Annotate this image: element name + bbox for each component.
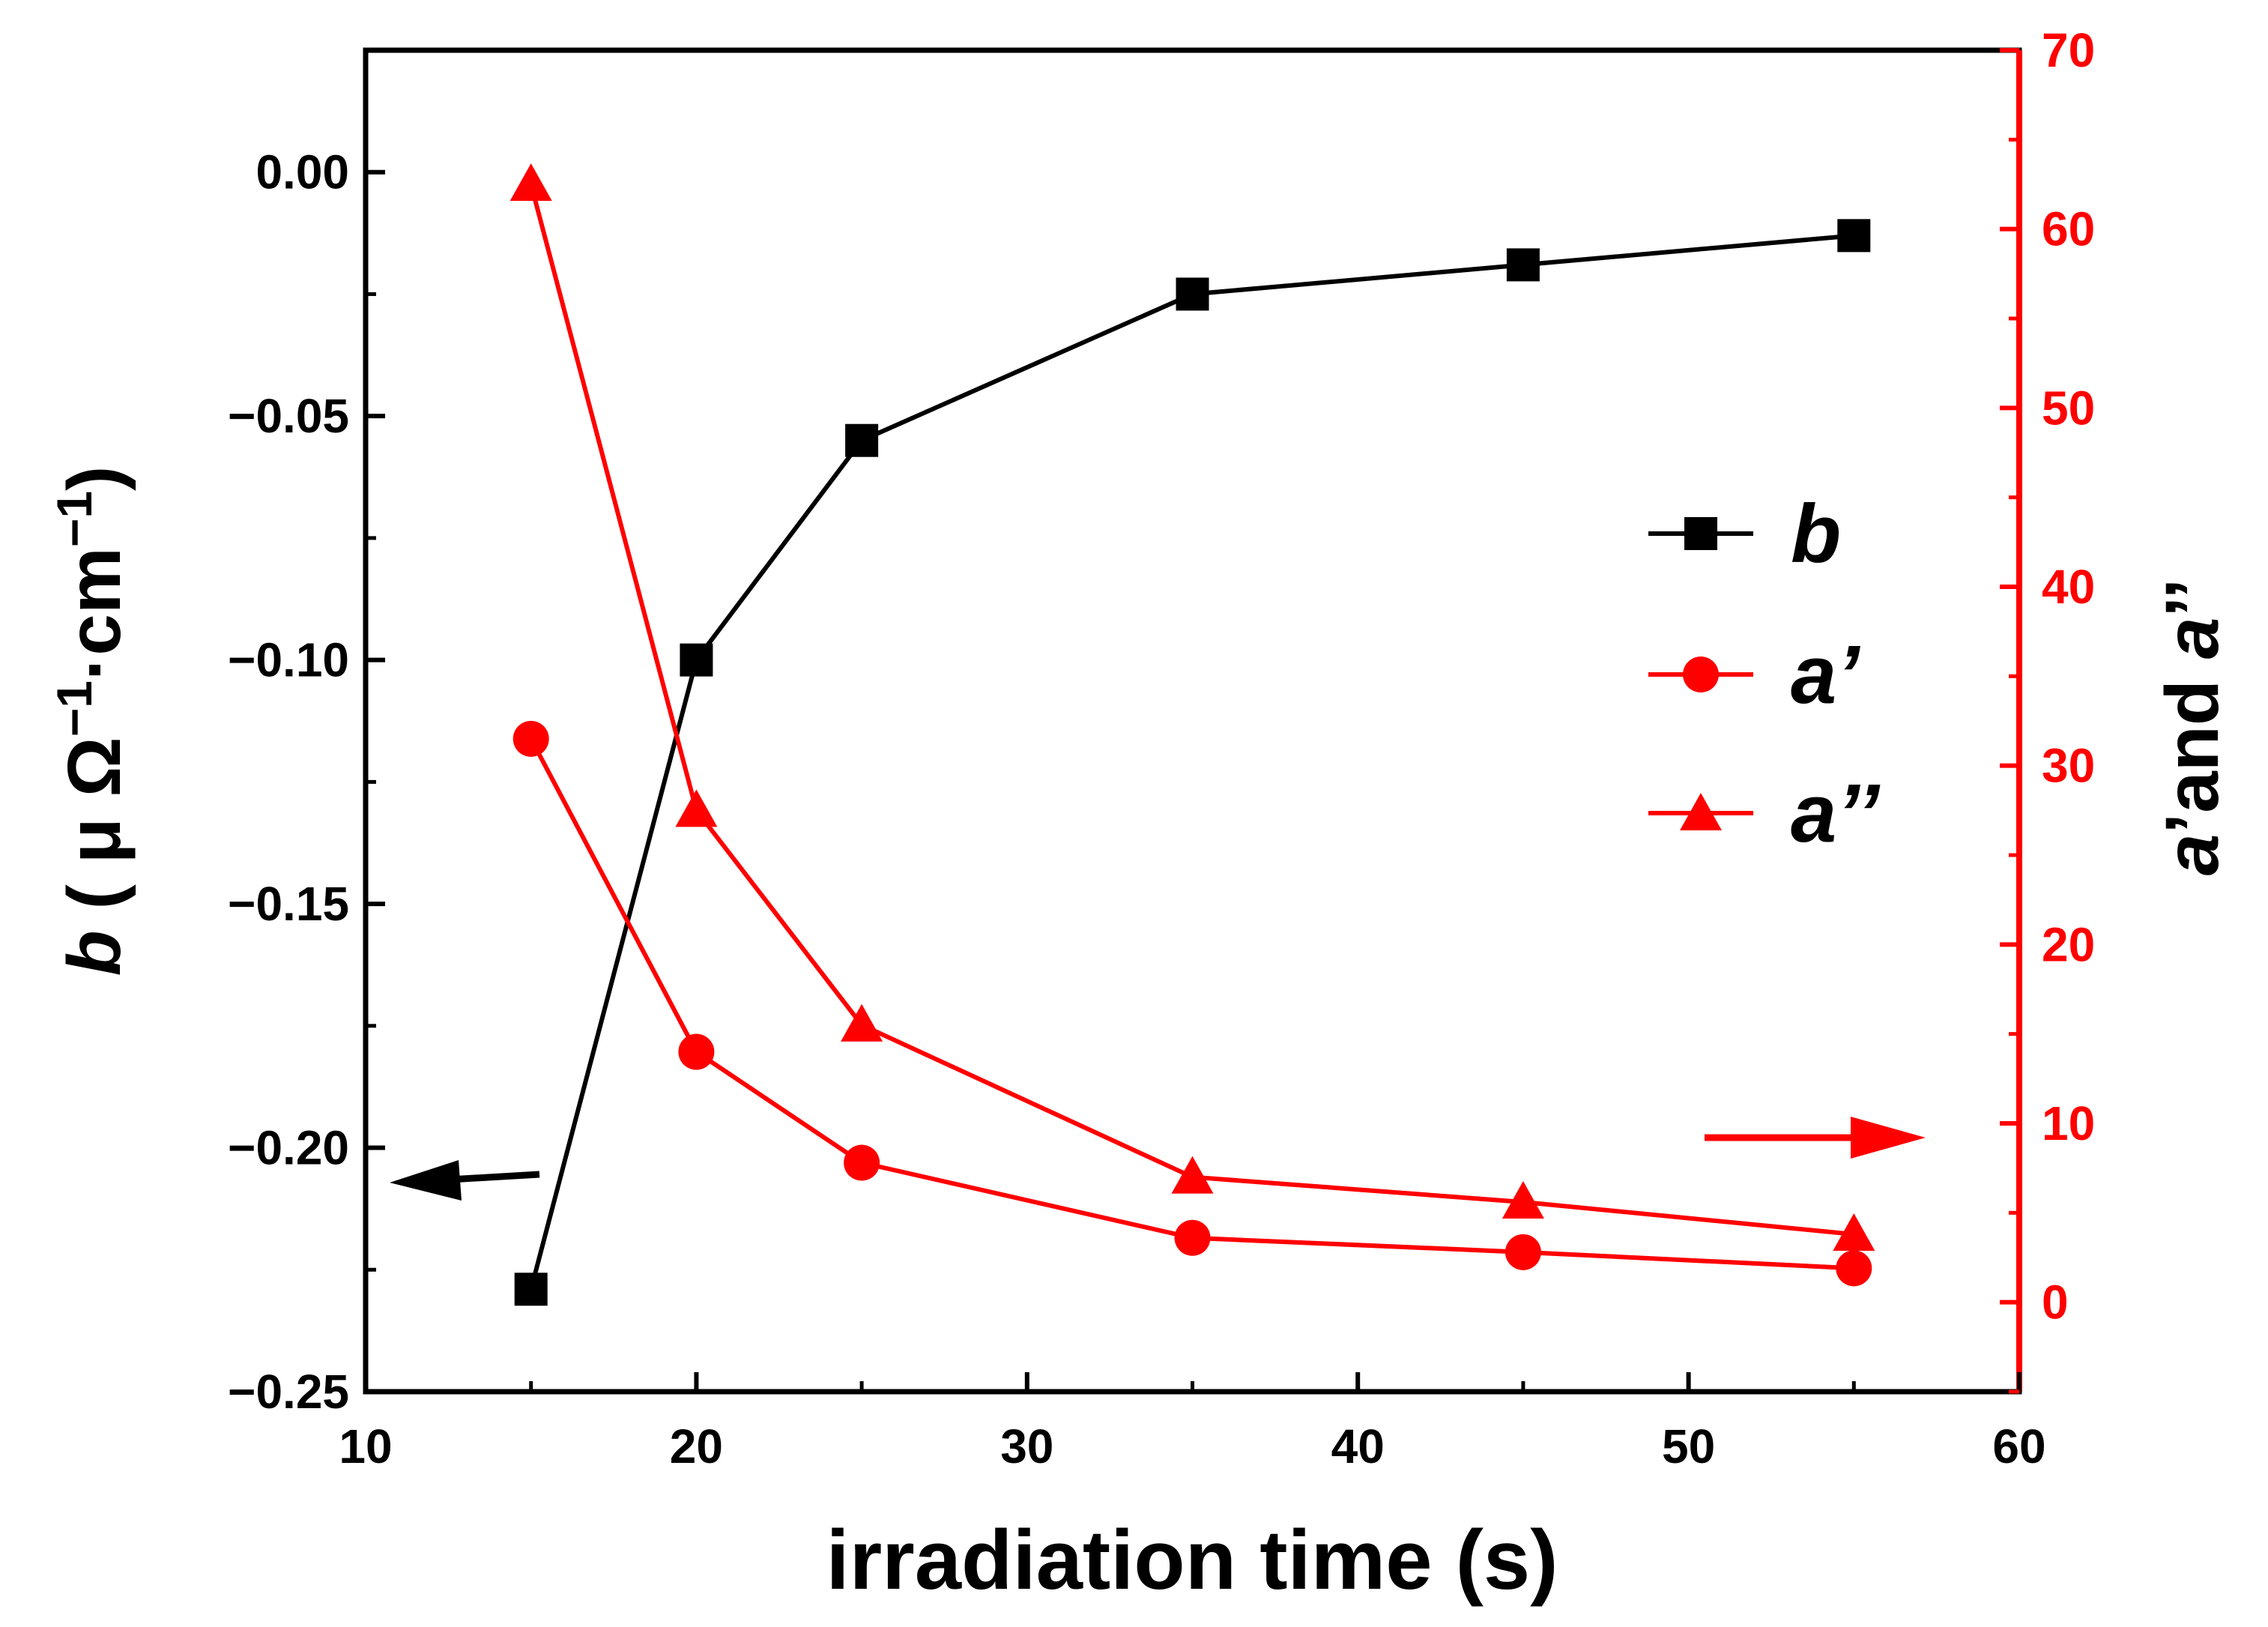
right-y-axis-title: a’and a’’: [2150, 579, 2234, 875]
legend-label-b: b: [1791, 488, 1841, 580]
data-point-square-3: [1176, 277, 1209, 311]
right-y-axis-title-part3: a: [2150, 618, 2234, 659]
data-point-square-2: [845, 423, 879, 457]
data-point-triangle-1: [675, 789, 718, 827]
left-y-axis-title-exp2: −1: [46, 491, 102, 547]
x-tick-label-10: 10: [339, 1419, 392, 1473]
data-point-circle-0: [512, 720, 549, 757]
data-point-circle-3: [1174, 1219, 1211, 1256]
right-y-tick-label: 20: [2042, 917, 2095, 971]
right-y-axis-title-part1: a: [2150, 834, 2234, 876]
x-tick-label-50: 50: [1662, 1419, 1715, 1473]
right-y-axis-title-part2: ’and: [2150, 659, 2234, 833]
left-y-tick-label: −0.15: [228, 877, 349, 931]
data-point-square-5: [1837, 219, 1871, 253]
data-point-circle-4: [1505, 1234, 1541, 1270]
series-line-0: [528, 233, 1854, 1291]
data-point-triangle-0: [509, 163, 552, 201]
legend: b a’ a’’: [1648, 488, 1881, 860]
series-a-prime: [512, 720, 1872, 1287]
data-point-square-0: [514, 1273, 548, 1306]
x-axis-title: irradiation time (s): [826, 1513, 1558, 1607]
right-axis-arrow: [1705, 1117, 1926, 1159]
right-y-tick-label: 30: [2042, 739, 2095, 793]
right-y-tick-label: 70: [2042, 23, 2095, 77]
x-tick-label-20: 20: [670, 1419, 723, 1473]
data-point-triangle-4: [1502, 1181, 1544, 1219]
data-point-square-4: [1506, 248, 1540, 282]
right-y-tick-label: 0: [2042, 1276, 2069, 1329]
legend-label-a-prime: a’: [1791, 629, 1860, 721]
data-point-triangle-5: [1833, 1213, 1875, 1251]
series-a-double-prime: [509, 163, 1875, 1251]
x-tick-label-40: 40: [1331, 1419, 1385, 1473]
left-y-tick-label: −0.25: [228, 1365, 349, 1419]
data-point-triangle-2: [841, 1003, 883, 1042]
left-y-tick-label: 0.00: [255, 145, 349, 199]
legend-marker-a-double-prime: [1680, 793, 1722, 830]
left-y-axis-title-symbol: b: [52, 930, 136, 976]
x-axis-ticks: 10 20 30 40 50 60: [339, 1372, 2046, 1473]
left-y-axis-title: b ( μ Ω−1·cm−1): [46, 466, 136, 976]
left-y-tick-label: −0.05: [228, 389, 349, 443]
right-y-axis-title-part4: ’’: [2150, 579, 2234, 618]
right-y-axis-ticks: 0 10 20 30 40 50 60 70: [2000, 23, 2095, 1394]
legend-marker-a-prime: [1683, 656, 1719, 692]
x-tick-label-60: 60: [1992, 1419, 2045, 1473]
data-point-circle-5: [1836, 1250, 1872, 1287]
left-axis-arrow: [390, 1160, 540, 1201]
right-y-tick-label: 60: [2042, 202, 2095, 256]
legend-marker-b: [1684, 517, 1717, 550]
left-y-axis-ticks: 0.00 −0.05 −0.10 −0.15 −0.20 −0.25: [228, 145, 385, 1419]
data-point-circle-2: [844, 1144, 880, 1181]
data-point-triangle-3: [1171, 1156, 1214, 1194]
series-b: [514, 219, 1871, 1306]
right-y-tick-label: 40: [2042, 560, 2095, 614]
left-y-tick-label: −0.10: [228, 633, 349, 687]
data-point-circle-1: [678, 1033, 715, 1070]
right-y-tick-label: 50: [2042, 381, 2095, 435]
legend-label-a-double-prime: a’’: [1791, 767, 1881, 860]
left-y-axis-title-open: ( μ Ω: [52, 737, 136, 930]
left-y-axis-title-exp1: −1: [46, 680, 102, 737]
left-y-axis-title-mid: ·cm: [52, 547, 136, 680]
left-y-axis-title-close: ): [52, 466, 136, 491]
data-point-square-1: [680, 643, 713, 677]
left-y-tick-label: −0.20: [228, 1121, 349, 1175]
right-y-tick-label: 10: [2042, 1096, 2095, 1150]
x-tick-label-30: 30: [1000, 1419, 1053, 1473]
series-line-2: [528, 184, 1854, 1237]
series-line-1: [529, 737, 1854, 1271]
